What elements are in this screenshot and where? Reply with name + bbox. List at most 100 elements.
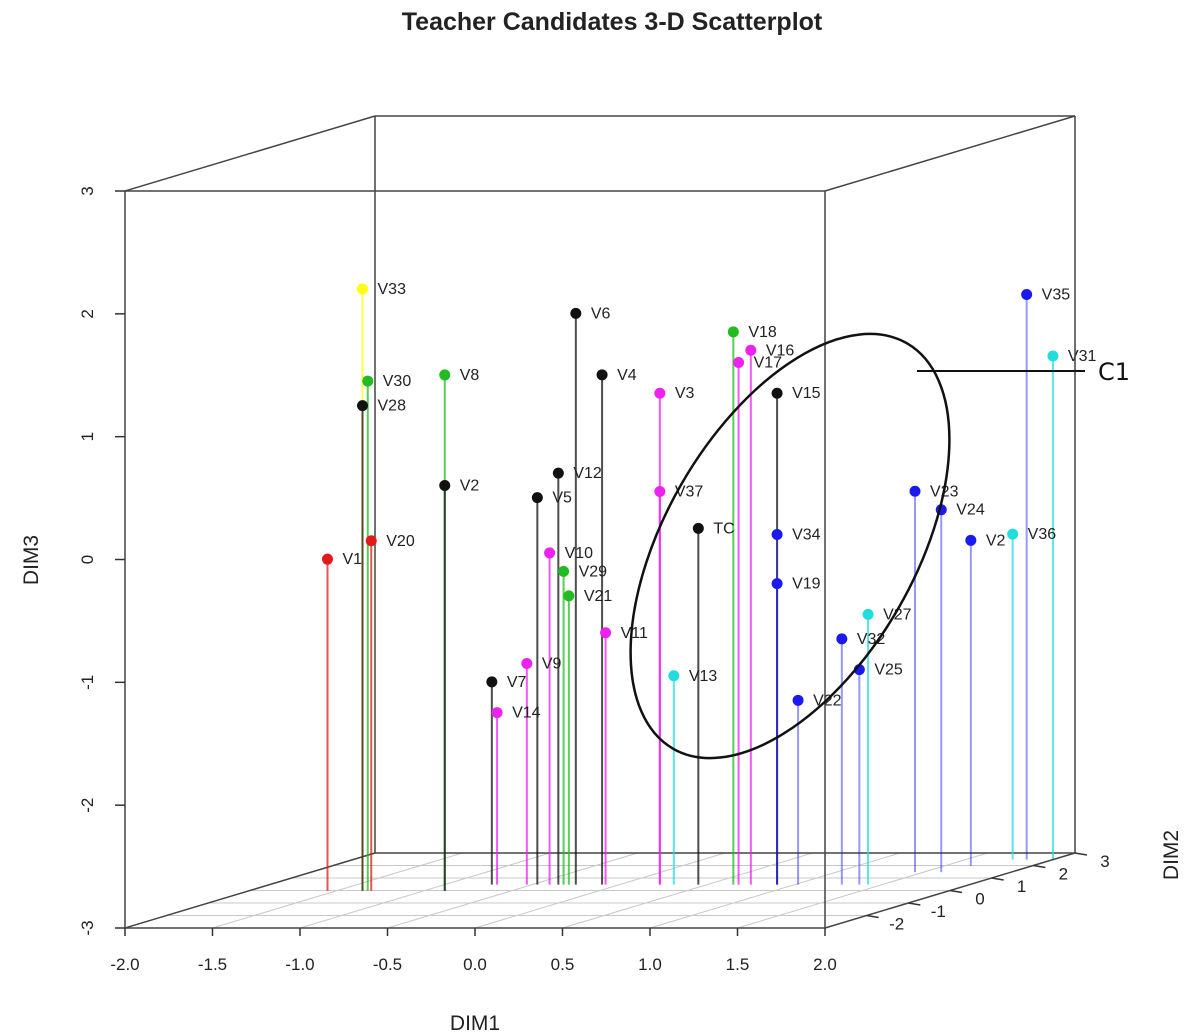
data-point (792, 694, 804, 706)
y-tick-label: 3 (1100, 852, 1109, 871)
data-point (654, 387, 666, 399)
data-point (836, 633, 848, 645)
data-point (439, 479, 451, 491)
y-tick-label: -1 (931, 902, 946, 921)
data-point (362, 375, 374, 387)
y-tick-mark (1033, 864, 1046, 869)
point-label: V15 (792, 385, 821, 402)
data-point (322, 553, 333, 565)
cluster-label: C1 (1098, 358, 1130, 386)
z-tick-label: -3 (78, 920, 97, 935)
z-tick-label: -1 (78, 675, 97, 690)
y-tick-mark (908, 902, 921, 906)
point-label: TC (713, 520, 734, 537)
y-tick-mark (1074, 852, 1088, 856)
z-tick-label: 3 (78, 186, 97, 195)
x-tick-label: 0.5 (551, 955, 575, 974)
point-label: V34 (792, 527, 821, 544)
box-back-edges (124, 116, 1075, 929)
point-label: V28 (378, 398, 407, 415)
data-point (544, 547, 556, 559)
y-axis-ticks: -2 -1 0 1 2 3 (866, 852, 1110, 934)
data-point (1007, 528, 1019, 540)
point-label: V31 (1068, 348, 1097, 365)
y-axis-title: DIM2 (1160, 830, 1183, 880)
point-label: V25 (874, 662, 903, 679)
data-points (322, 283, 1059, 719)
data-point (771, 578, 783, 590)
point-label: V3 (675, 385, 695, 402)
y-tick-mark (949, 889, 963, 894)
data-point (365, 535, 377, 547)
point-label: V14 (512, 705, 541, 722)
box-edge (124, 852, 376, 929)
point-label: V35 (1042, 287, 1071, 304)
box-edge (124, 115, 376, 192)
data-point (745, 344, 757, 356)
point-label: V4 (617, 367, 637, 384)
cluster-ellipse (629, 332, 951, 760)
point-label: V5 (552, 490, 572, 507)
data-point (733, 357, 745, 369)
x-tick-label: 1.5 (726, 955, 750, 974)
y-tick-label: 0 (975, 890, 984, 909)
point-label: V9 (542, 655, 562, 672)
x-tick-label: -1.0 (285, 955, 314, 974)
point-label: V33 (378, 281, 407, 298)
data-point (558, 565, 570, 577)
z-tick-label: 1 (78, 432, 97, 441)
z-tick-label: -2 (78, 798, 97, 813)
data-point (1021, 289, 1033, 301)
point-label: V2 (460, 477, 480, 494)
point-label: V27 (883, 606, 912, 623)
z-axis-title: DIM3 (20, 535, 43, 585)
point-label: V24 (956, 502, 985, 519)
data-point (692, 522, 704, 534)
point-label: V30 (383, 373, 412, 390)
box-edge (824, 115, 1076, 192)
y-tick-mark (866, 914, 879, 919)
data-point (570, 307, 582, 319)
x-tick-label: -0.5 (373, 955, 402, 974)
x-tick-label: -2.0 (110, 955, 139, 974)
data-point (552, 467, 564, 479)
x-tick-label: -1.5 (198, 955, 227, 974)
data-point (909, 485, 921, 497)
point-label: V2 (986, 532, 1006, 549)
data-point (531, 492, 543, 504)
point-label: V11 (621, 625, 648, 642)
data-point (596, 369, 608, 381)
drop-lines (326, 288, 1054, 891)
y-tick-label: -2 (889, 915, 904, 934)
data-point (486, 676, 498, 688)
data-point (771, 387, 783, 399)
data-point (654, 486, 666, 498)
point-label: V16 (766, 342, 795, 359)
point-label: V18 (748, 324, 777, 341)
x-tick-label: 0.0 (463, 955, 487, 974)
x-axis-title: DIM1 (450, 1012, 500, 1035)
x-tick-label: 1.0 (638, 955, 662, 974)
z-tick-label: 2 (78, 309, 97, 318)
point-label: V13 (689, 668, 718, 685)
x-axis-ticks: -2.0 -1.5 -1.0 -0.5 0.0 0.5 1.0 1.5 2.0 (110, 928, 837, 974)
data-point (668, 670, 680, 682)
point-label: V7 (507, 674, 527, 691)
data-point (965, 534, 977, 546)
y-tick-label: 2 (1059, 865, 1068, 884)
point-label: V6 (591, 305, 611, 322)
y-tick-mark (991, 877, 1004, 881)
point-label: V10 (565, 545, 594, 562)
data-point (491, 707, 503, 719)
data-point (1047, 350, 1059, 362)
point-label: V8 (460, 367, 480, 384)
point-label: V1 (343, 551, 363, 568)
data-point (862, 608, 874, 620)
point-label: V36 (1028, 526, 1057, 543)
point-label: V32 (857, 631, 886, 648)
data-point (563, 590, 575, 602)
point-label: V29 (579, 563, 608, 580)
point-label: V21 (584, 588, 613, 605)
point-label: V12 (573, 465, 602, 482)
